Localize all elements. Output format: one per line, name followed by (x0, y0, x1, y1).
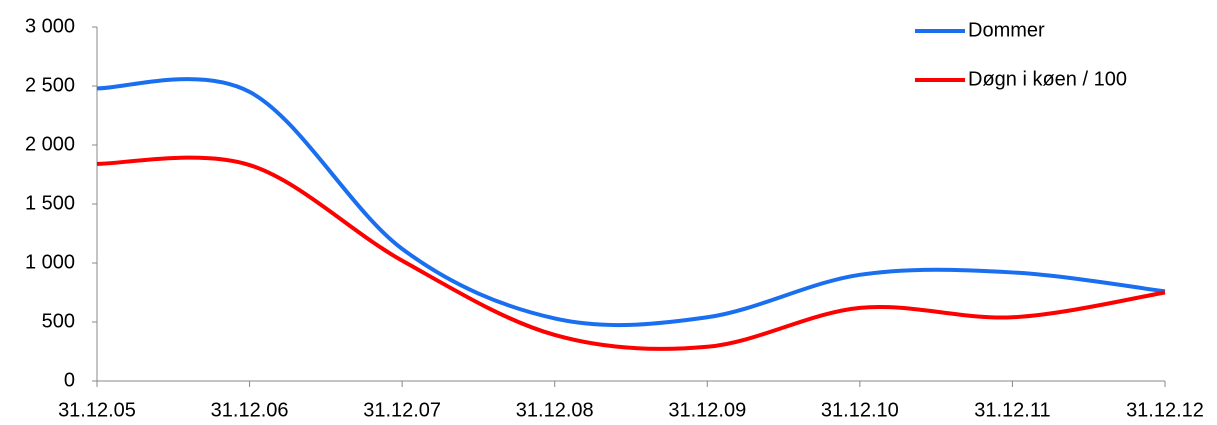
x-tick-label: 31.12.09 (668, 399, 746, 421)
line (96, 77, 1166, 328)
y-tick-label: 0 (64, 369, 75, 391)
x-tick-label: 31.12.08 (516, 399, 594, 421)
legend-label: Dommer (968, 19, 1045, 41)
x-tick-label: 31.12.10 (821, 399, 899, 421)
y-tick-label: 2 500 (25, 74, 75, 96)
y-tick-label: 500 (42, 310, 75, 332)
y-tick-label: 1 000 (25, 251, 75, 273)
y-tick-label: 3 000 (25, 15, 75, 37)
y-tick-label: 2 000 (25, 133, 75, 155)
x-tick-label: 31.12.12 (1126, 399, 1204, 421)
x-tick-label: 31.12.06 (211, 399, 289, 421)
legend-label: Døgn i køen / 100 (968, 68, 1127, 90)
x-tick-label: 31.12.05 (58, 399, 136, 421)
x-tick-label: 31.12.11 (974, 399, 1050, 421)
x-tick-label: 31.12.07 (363, 399, 441, 421)
y-tick-label: 1 500 (25, 192, 75, 214)
line (96, 155, 1166, 351)
